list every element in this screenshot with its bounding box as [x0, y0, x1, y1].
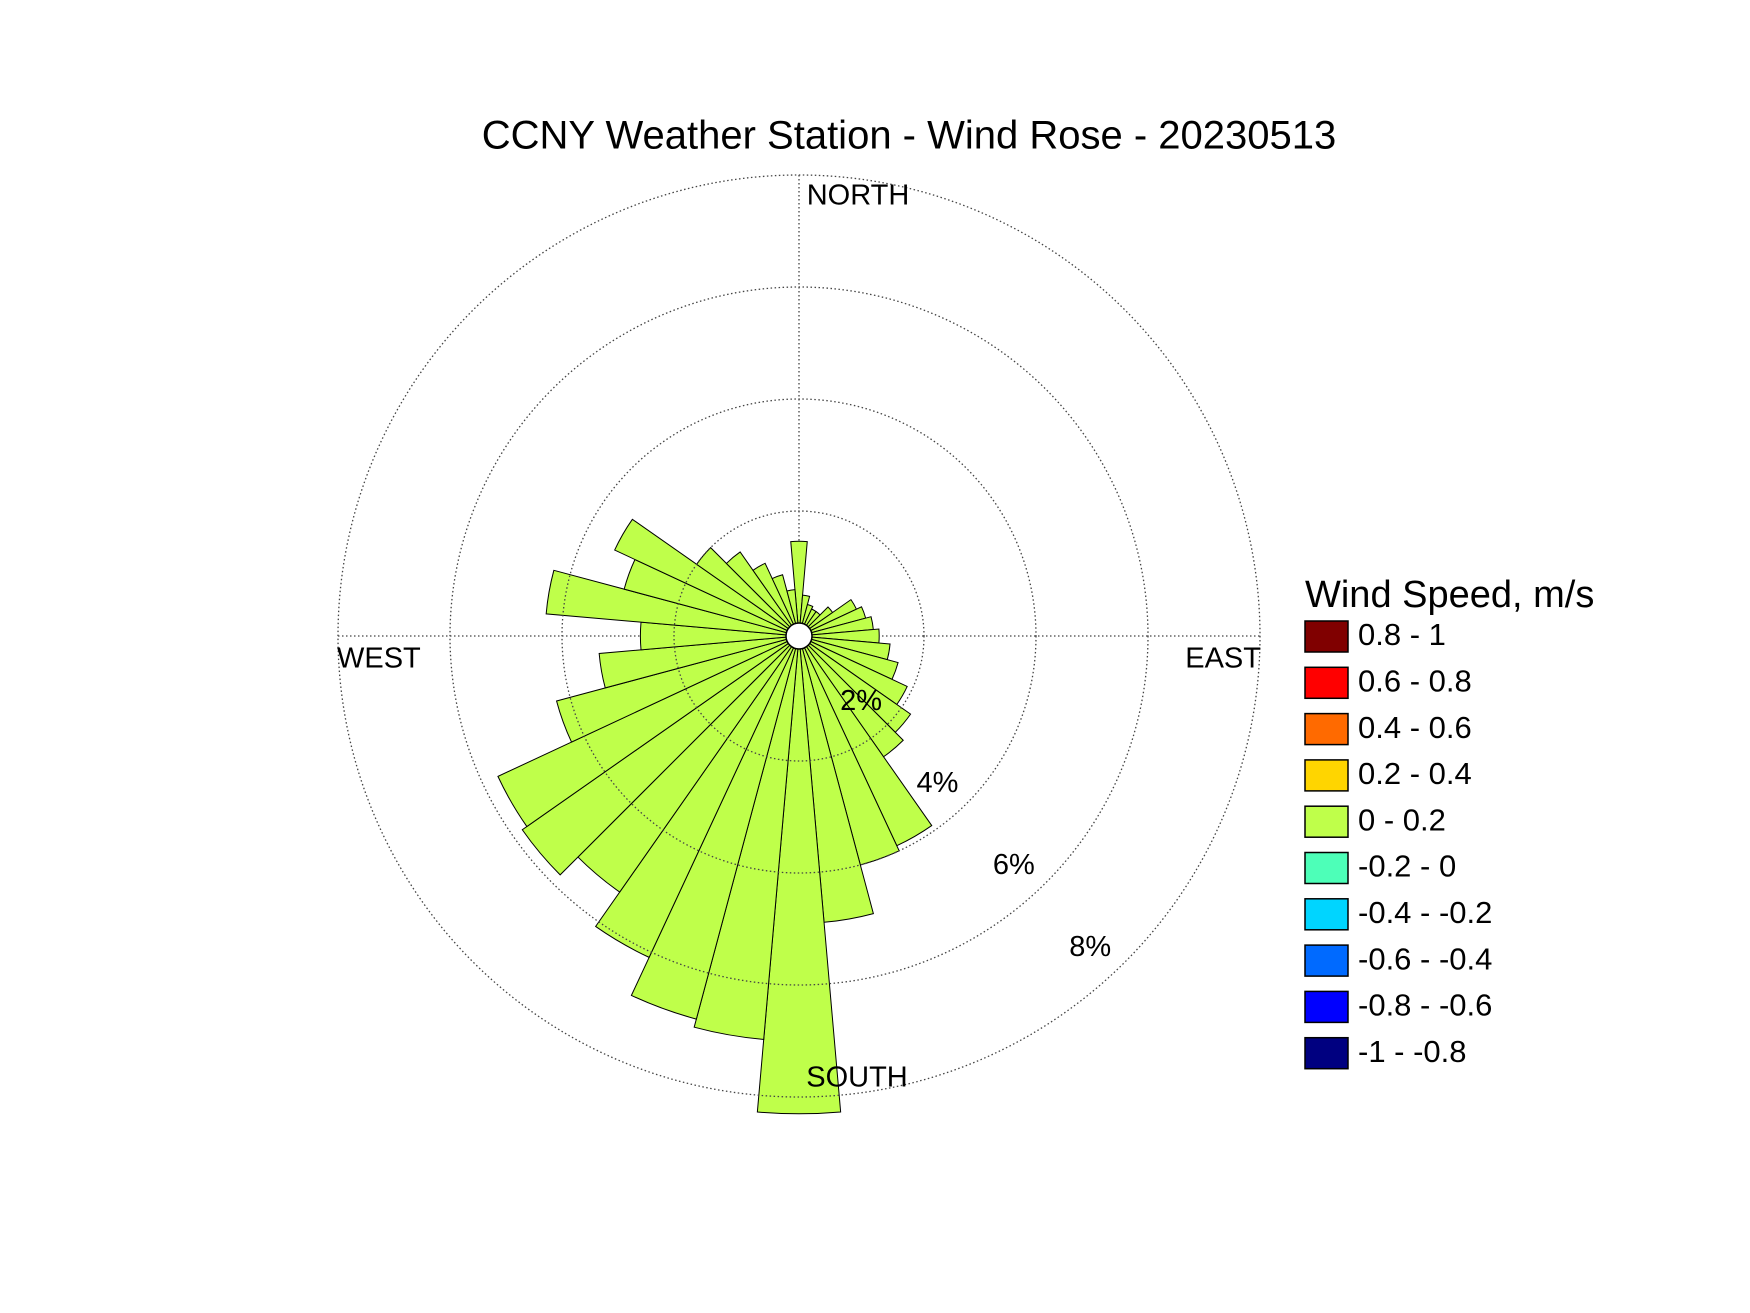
legend-label: 0.4 - 0.6	[1358, 710, 1472, 745]
legend-swatch	[1304, 851, 1349, 885]
grid-ring	[449, 286, 1149, 986]
legend-label: -0.8 - -0.6	[1358, 988, 1492, 1023]
legend-swatch	[1304, 805, 1349, 838]
legend-label: -1 - -0.8	[1358, 1034, 1467, 1069]
legend-swatch	[1304, 1036, 1349, 1070]
legend-label: -0.2 - 0	[1358, 849, 1456, 884]
grid-ring	[561, 398, 1037, 874]
legend-swatch	[1304, 990, 1349, 1024]
direction-label: EAST	[1185, 643, 1261, 675]
ring-label: 2%	[840, 685, 882, 717]
grid-ring	[673, 510, 925, 762]
legend-label: -0.4 - -0.2	[1358, 895, 1492, 930]
legend-label: 0.6 - 0.8	[1358, 663, 1472, 698]
ring-label: 4%	[916, 767, 958, 799]
legend-label: 0.8 - 1	[1358, 617, 1446, 652]
legend-title: Wind Speed, m/s	[1305, 574, 1594, 616]
legend-swatch	[1304, 620, 1349, 653]
direction-label: NORTH	[807, 180, 910, 212]
legend-label: 0 - 0.2	[1358, 802, 1446, 837]
legend-label: 0.2 - 0.4	[1358, 756, 1472, 791]
ring-label: 8%	[1069, 931, 1111, 963]
chart-title: CCNY Weather Station - Wind Rose - 20230…	[482, 114, 1337, 158]
legend-swatch	[1304, 944, 1349, 977]
center-hole	[785, 622, 813, 650]
direction-label: WEST	[337, 643, 421, 675]
ring-label: 6%	[993, 849, 1035, 881]
grid-ring	[337, 174, 1261, 1098]
legend-label: -0.6 - -0.4	[1358, 941, 1492, 976]
legend-swatch	[1304, 666, 1349, 700]
legend-swatch	[1304, 712, 1349, 746]
legend-swatch	[1304, 898, 1349, 931]
legend-swatch	[1304, 759, 1349, 792]
direction-label: SOUTH	[806, 1062, 908, 1094]
